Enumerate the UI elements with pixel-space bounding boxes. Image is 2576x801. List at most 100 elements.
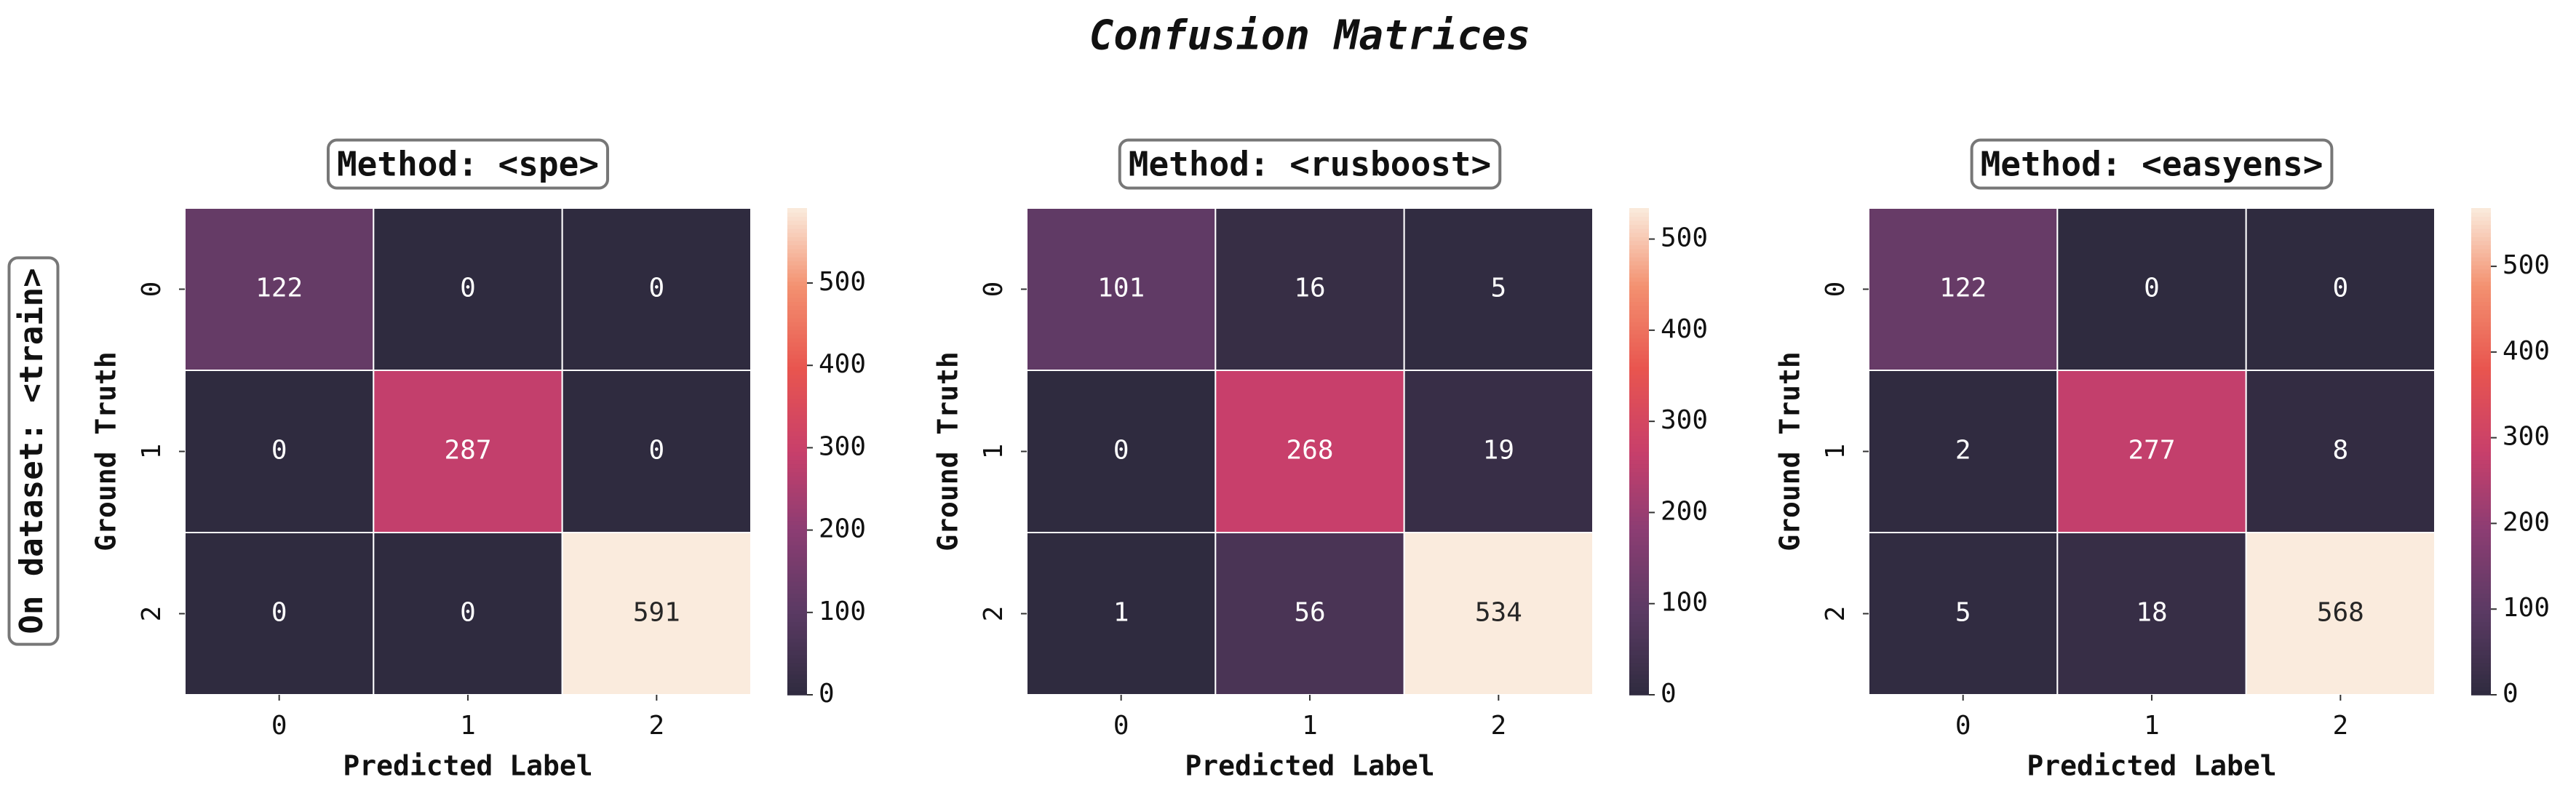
panel-title: Method: <spe>	[337, 145, 599, 184]
colorbar-slice	[1629, 455, 1649, 461]
colorbar-slice	[2471, 508, 2491, 513]
colorbar-slice	[2471, 634, 2491, 639]
colorbar-tick-label: 200	[819, 514, 866, 544]
colorbar-slice	[1629, 309, 1649, 314]
y-axis-label: Ground Truth	[90, 351, 122, 551]
colorbar-slice	[787, 309, 807, 314]
colorbar-slice	[787, 601, 807, 607]
colorbar-slice	[1629, 467, 1649, 473]
colorbar-slice	[1629, 520, 1649, 525]
title-box	[1970, 138, 2334, 190]
colorbar-slice	[2471, 236, 2491, 242]
colorbar-slice	[787, 325, 807, 331]
y-axis-label: Ground Truth	[932, 351, 964, 551]
colorbar-slice	[1629, 362, 1649, 367]
colorbar-slice	[787, 629, 807, 635]
colorbar-slice	[1629, 487, 1649, 493]
colorbar-slice	[787, 621, 807, 627]
colorbar-slice	[1629, 512, 1649, 517]
colorbar-slice	[787, 561, 807, 566]
colorbar-slice	[1629, 252, 1649, 258]
colorbar-slice	[2471, 370, 2491, 375]
colorbar-slice	[1629, 289, 1649, 294]
colorbar-slice	[1629, 569, 1649, 574]
colorbar-slice	[2471, 536, 2491, 541]
colorbar-slice	[2471, 224, 2491, 229]
colorbar-slice	[1629, 666, 1649, 672]
colorbar-slice	[787, 533, 807, 538]
y-tick-label: 2	[1821, 606, 1850, 622]
colorbar-slice	[1629, 265, 1649, 270]
colorbar-slice	[2471, 410, 2491, 416]
colorbar-slice	[2471, 690, 2491, 696]
heatmap-cell	[373, 532, 563, 696]
colorbar-slice	[2471, 492, 2491, 497]
colorbar-slice	[787, 678, 807, 684]
cell-label: 122	[255, 274, 303, 303]
colorbar-slice	[787, 569, 807, 574]
y-tick-label: 2	[979, 606, 1009, 622]
cell-label: 0	[2144, 274, 2160, 303]
colorbar-slice	[787, 260, 807, 266]
colorbar-slice	[2471, 305, 2491, 311]
colorbar-slice	[2471, 487, 2491, 493]
colorbar-slice	[787, 447, 807, 453]
colorbar-slice	[787, 289, 807, 294]
colorbar-tick-label: 400	[819, 349, 866, 379]
colorbar-slice	[2471, 512, 2491, 517]
colorbar-slice	[787, 228, 807, 234]
colorbar-slice	[2471, 565, 2491, 570]
colorbar-slice	[787, 212, 807, 217]
colorbar-slice	[2471, 520, 2491, 525]
colorbar-slice	[787, 439, 807, 445]
cell-label: 5	[1955, 598, 1971, 628]
colorbar-tick-label: 100	[819, 597, 866, 626]
colorbar-slice	[1629, 463, 1649, 469]
colorbar-slice	[1629, 354, 1649, 359]
colorbar-slice	[787, 690, 807, 696]
colorbar-slice	[1629, 228, 1649, 234]
colorbar-slice	[1629, 479, 1649, 485]
colorbar-slice	[2471, 240, 2491, 245]
colorbar-slice	[1629, 236, 1649, 242]
colorbar-slice	[1629, 654, 1649, 659]
colorbar-slice	[2471, 573, 2491, 578]
row-label-box	[7, 256, 60, 646]
colorbar-slice	[2471, 516, 2491, 522]
colorbar-slice	[2471, 212, 2491, 217]
y-tick-label: 1	[979, 444, 1009, 460]
colorbar-slice	[1629, 637, 1649, 643]
colorbar-slice	[2471, 621, 2491, 627]
cell-label: 277	[2128, 436, 2175, 466]
colorbar-slice	[787, 378, 807, 383]
colorbar-slice	[2471, 524, 2491, 530]
colorbar-slice	[1629, 273, 1649, 278]
colorbar-slice	[1629, 629, 1649, 635]
colorbar-slice	[787, 431, 807, 436]
y-tick-label: 0	[1821, 282, 1850, 298]
colorbar-slice	[1629, 533, 1649, 538]
colorbar-slice	[2471, 284, 2491, 290]
cell-label: 18	[2136, 598, 2167, 628]
colorbar-tick-label: 200	[1661, 496, 1708, 526]
colorbar-slice	[2471, 585, 2491, 590]
colorbar-slice	[2471, 439, 2491, 445]
colorbar-slice	[1629, 646, 1649, 651]
colorbar-slice	[1629, 407, 1649, 412]
colorbar-slice	[1629, 418, 1649, 424]
colorbar-slice	[787, 557, 807, 562]
colorbar-slice	[787, 382, 807, 388]
colorbar-slice	[2471, 447, 2491, 453]
colorbar-slice	[787, 366, 807, 371]
x-axis-label: Predicted Label	[343, 750, 592, 782]
colorbar-tick-label: 500	[2503, 250, 2550, 280]
colorbar-slice	[787, 487, 807, 493]
colorbar-slice	[2471, 503, 2491, 509]
colorbar-slice	[1629, 325, 1649, 331]
colorbar-slice	[1629, 609, 1649, 615]
colorbar-slice	[787, 435, 807, 440]
colorbar-tick-label: 200	[2503, 507, 2550, 537]
colorbar-slice	[787, 479, 807, 485]
colorbar-slice	[2471, 358, 2491, 363]
